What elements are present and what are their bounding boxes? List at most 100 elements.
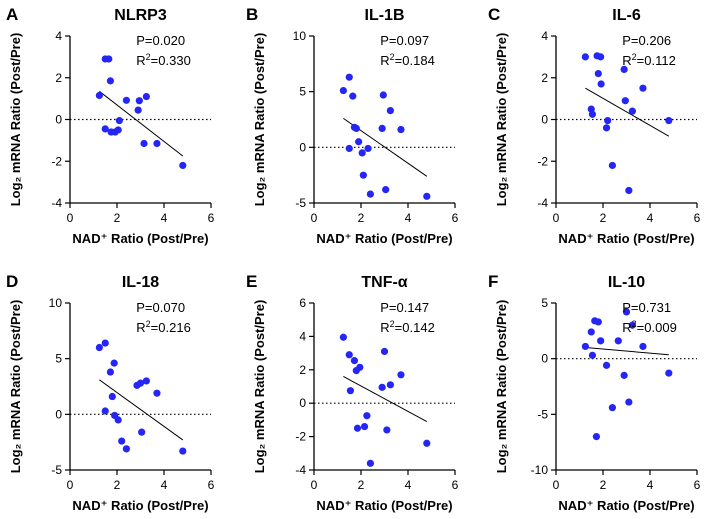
r-squared: R2=0.009 bbox=[622, 319, 677, 335]
panel-letter: A bbox=[6, 5, 18, 24]
x-tick-label: 0 bbox=[553, 478, 560, 492]
data-point bbox=[382, 186, 390, 194]
p-value: P=0.097 bbox=[380, 33, 429, 48]
y-tick-label: 2 bbox=[541, 71, 548, 85]
data-point bbox=[101, 407, 109, 415]
p-value: P=0.731 bbox=[622, 300, 671, 315]
data-point bbox=[383, 426, 391, 434]
r-squared-value: =0.009 bbox=[637, 320, 677, 335]
x-tick-label: 6 bbox=[694, 478, 701, 492]
data-point bbox=[602, 361, 611, 369]
data-point bbox=[339, 333, 347, 341]
panel-c: C IL-6 -4 -2 0 2 4 0 2 4 6 P=0.206 R2=0.112 NAD⁺ Rati… bbox=[488, 5, 701, 246]
y-tick-label: 0 bbox=[55, 407, 62, 421]
panel-a: A NLRP3 -4 -2 0 2 4 0 2 4 6 P=0.020 R2=0.330 NAD⁺ Rat… bbox=[6, 5, 215, 246]
data-point bbox=[138, 428, 146, 436]
data-point bbox=[108, 392, 116, 401]
regression-line bbox=[343, 376, 428, 423]
y-tick-label: -4 bbox=[537, 196, 548, 210]
data-point bbox=[345, 144, 353, 153]
data-point bbox=[639, 84, 647, 92]
y-axis-label: Log₂ mRNA Ratio (Post/Pre) bbox=[252, 300, 267, 474]
data-point bbox=[114, 416, 122, 424]
r-squared-value: =0.184 bbox=[395, 53, 435, 68]
data-point bbox=[423, 192, 431, 200]
y-axis-label: Log₂ mRNA Ratio (Post/Pre) bbox=[494, 300, 509, 474]
data-point bbox=[142, 377, 150, 385]
r-squared: R2=0.112 bbox=[622, 52, 676, 68]
data-point bbox=[101, 125, 109, 133]
data-point bbox=[153, 139, 161, 148]
x-axis-label: NAD⁺ Ratio (Post/Pre) bbox=[316, 231, 452, 246]
data-point bbox=[115, 116, 123, 125]
data-point bbox=[358, 149, 366, 157]
y-tick-label: 6 bbox=[299, 296, 306, 310]
data-point bbox=[106, 368, 115, 376]
data-point bbox=[587, 328, 595, 336]
y-tick-label: -2 bbox=[295, 430, 306, 444]
data-point bbox=[594, 69, 602, 78]
data-point bbox=[588, 351, 597, 359]
data-point bbox=[597, 53, 605, 61]
x-axis-label: NAD⁺ Ratio (Post/Pre) bbox=[72, 498, 208, 513]
y-tick-label: 0 bbox=[541, 352, 548, 366]
y-tick-label: 5 bbox=[55, 352, 62, 366]
panel-title: IL-1B bbox=[365, 7, 405, 24]
panel-letter: E bbox=[246, 272, 257, 291]
data-point bbox=[397, 125, 405, 134]
data-point bbox=[597, 337, 605, 345]
r-squared-value: =0.330 bbox=[151, 53, 191, 68]
p-value: P=0.020 bbox=[136, 33, 185, 48]
x-tick-label: 4 bbox=[161, 211, 168, 225]
x-tick-label: 0 bbox=[553, 211, 560, 225]
data-point bbox=[366, 190, 374, 198]
x-tick-label: 2 bbox=[600, 478, 607, 492]
data-point bbox=[378, 124, 386, 133]
data-point bbox=[614, 337, 622, 345]
x-tick-label: 2 bbox=[600, 211, 607, 225]
x-tick-label: 4 bbox=[405, 211, 412, 225]
data-point bbox=[140, 139, 148, 148]
y-tick-label: 2 bbox=[55, 71, 62, 85]
data-point bbox=[110, 359, 118, 367]
x-tick-label: 4 bbox=[647, 211, 654, 225]
y-tick-label: 5 bbox=[299, 85, 306, 99]
r-squared: R2=0.330 bbox=[136, 52, 191, 68]
data-point bbox=[136, 379, 145, 387]
data-point bbox=[625, 398, 633, 406]
x-tick-label: 0 bbox=[311, 211, 318, 225]
x-tick-label: 4 bbox=[161, 478, 168, 492]
x-tick-label: 2 bbox=[358, 211, 365, 225]
data-point bbox=[179, 447, 187, 455]
data-point bbox=[597, 80, 605, 88]
data-point bbox=[380, 347, 389, 356]
p-value: P=0.206 bbox=[622, 33, 671, 48]
data-point bbox=[345, 351, 353, 359]
data-point bbox=[604, 116, 612, 125]
data-point bbox=[366, 459, 374, 467]
y-tick-label: 10 bbox=[293, 29, 307, 43]
data-point bbox=[360, 422, 369, 431]
data-point bbox=[118, 437, 126, 445]
panel-d: D IL-18 -5 0 5 10 0 2 4 6 P=0.070 R2=0.216 NAD⁺ Rati… bbox=[6, 272, 215, 513]
data-point bbox=[364, 144, 372, 153]
data-point bbox=[397, 371, 405, 379]
x-tick-label: 2 bbox=[114, 211, 121, 225]
x-tick-label: 6 bbox=[452, 478, 459, 492]
panel-letter: C bbox=[488, 5, 500, 24]
data-point bbox=[628, 321, 636, 329]
x-tick-label: 6 bbox=[452, 211, 459, 225]
r-squared: R2=0.184 bbox=[380, 52, 435, 68]
data-point bbox=[608, 161, 617, 170]
y-tick-label: -5 bbox=[537, 407, 548, 421]
x-tick-label: 4 bbox=[647, 478, 654, 492]
data-point bbox=[122, 96, 130, 104]
data-point bbox=[621, 97, 629, 105]
data-point bbox=[625, 186, 633, 195]
data-point bbox=[386, 381, 394, 389]
panel-letter: D bbox=[6, 272, 18, 291]
r-squared: R2=0.142 bbox=[380, 319, 435, 335]
y-axis-label: Log₂ mRNA Ratio (Post/Pre) bbox=[8, 33, 23, 207]
x-tick-label: 6 bbox=[208, 478, 215, 492]
panel-title: TNF-α bbox=[361, 274, 407, 291]
